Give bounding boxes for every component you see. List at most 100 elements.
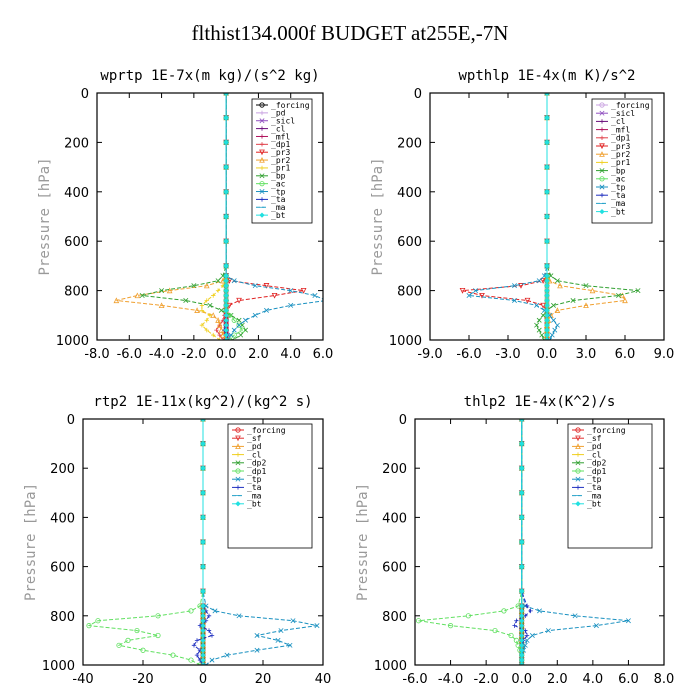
data-point-bt [223, 302, 229, 309]
data-point-bt [519, 613, 525, 619]
data-point-ta [512, 623, 517, 628]
legend-label: _dp1 [271, 140, 290, 149]
data-point-bt [544, 263, 550, 269]
data-point-tp [252, 312, 258, 318]
y-tick-label: 600 [50, 561, 75, 576]
legend-label: _dp2 [247, 459, 266, 468]
data-point-bt [544, 322, 550, 328]
panel-title: rtp2 1E-11x(kg^2)/(kg^2 s) [93, 394, 312, 410]
data-point-bt [223, 322, 229, 328]
legend-box [567, 423, 653, 549]
y-tick-label: 1000 [56, 334, 89, 349]
data-point-bt [223, 327, 229, 333]
legend-marker [575, 443, 581, 449]
x-tick-label: 0.0 [511, 672, 532, 687]
data-point-bt [223, 213, 229, 220]
y-tick-label: 400 [64, 186, 89, 201]
legend-marker [259, 126, 265, 131]
legend-label: _cl [587, 450, 602, 459]
data-point-bt [544, 213, 550, 220]
data-point-ac [236, 322, 242, 328]
legend-label: _cl [247, 450, 262, 459]
plot-frame [96, 92, 324, 341]
data-point-bt [519, 647, 525, 653]
data-point-tp [552, 327, 558, 333]
data-point-bp [616, 293, 621, 299]
y-axis-label: Pressure [hPa] [370, 157, 386, 275]
data-point-pr1 [211, 332, 216, 338]
legend-marker [599, 102, 605, 108]
data-point-bt [519, 652, 525, 658]
data-point-tp [243, 317, 248, 323]
y-tick-label: 0 [67, 413, 75, 428]
plot-area [415, 419, 631, 665]
legend-marker [599, 119, 605, 124]
series-line-pr2 [116, 93, 227, 340]
data-point-bt [200, 657, 206, 663]
legend-label: _pr1 [611, 158, 630, 167]
legend-label: _ma [587, 491, 602, 500]
legend-marker [235, 485, 241, 490]
data-point-bt [544, 283, 550, 289]
data-point-dp1 [155, 613, 161, 619]
data-point-dp1 [155, 632, 161, 639]
data-point-bt [223, 164, 229, 170]
data-point-bt [519, 623, 525, 629]
data-point-tp [212, 608, 218, 614]
data-point-dp1 [501, 608, 507, 614]
legend-marker [259, 197, 265, 202]
series-line-dp1 [87, 419, 204, 665]
data-point-dp1 [188, 608, 194, 614]
data-point-bp [139, 293, 145, 299]
legend-label: _ac [271, 179, 286, 188]
legend-label: _ma [271, 203, 286, 212]
data-point-pr3 [236, 297, 242, 304]
x-tick-label: -8.0 [84, 347, 109, 362]
plot-frame [429, 92, 665, 341]
series-line-dp1 [418, 419, 523, 665]
legend-label: _dp1 [611, 134, 630, 143]
y-tick-label: 200 [397, 136, 422, 151]
data-point-dp1 [513, 637, 519, 644]
data-point-pr1 [204, 318, 209, 323]
x-tick-label: 4.0 [583, 672, 604, 687]
data-point-pr3 [518, 283, 524, 289]
legend-marker [599, 135, 605, 140]
data-point-bt [200, 514, 206, 521]
data-point-bt [223, 139, 229, 146]
legend-label: _forcing [611, 101, 650, 110]
legend-marker [575, 435, 581, 442]
x-tick-label: -40 [72, 672, 93, 687]
data-point-tp [203, 603, 209, 609]
x-tick-label: 6.0 [615, 347, 636, 362]
plot-frame [414, 418, 665, 666]
data-point-tp [545, 628, 551, 634]
data-point-tp [264, 307, 269, 313]
data-point-bt [200, 440, 206, 447]
data-point-bt [544, 327, 550, 333]
data-point-tp [236, 322, 242, 328]
data-point-bt [519, 642, 525, 648]
data-point-bt [519, 514, 525, 521]
data-point-pr3 [479, 292, 485, 299]
x-tick-label: 9.0 [654, 347, 675, 362]
legend-marker [599, 151, 605, 157]
legend-label: _sf [587, 434, 602, 443]
legend-marker [259, 134, 265, 139]
legend-marker [259, 118, 265, 124]
data-point-tp [252, 283, 258, 289]
legend-label: _pr2 [611, 150, 630, 159]
data-point-pr3 [540, 302, 546, 309]
y-tick-label: 800 [64, 285, 89, 300]
legend-marker [599, 193, 605, 198]
legend-label: _ta [271, 195, 286, 204]
legend-marker [235, 476, 241, 482]
x-tick-label: 2.0 [547, 672, 568, 687]
panel-title: thlp2 1E-4x(K^2)/s [464, 394, 616, 410]
data-point-dp1 [125, 637, 131, 644]
data-point-pr1 [207, 313, 213, 318]
data-point-bt [200, 618, 206, 624]
y-tick-label: 200 [382, 462, 407, 477]
data-point-dp1 [116, 642, 122, 648]
legend-marker [235, 468, 241, 474]
